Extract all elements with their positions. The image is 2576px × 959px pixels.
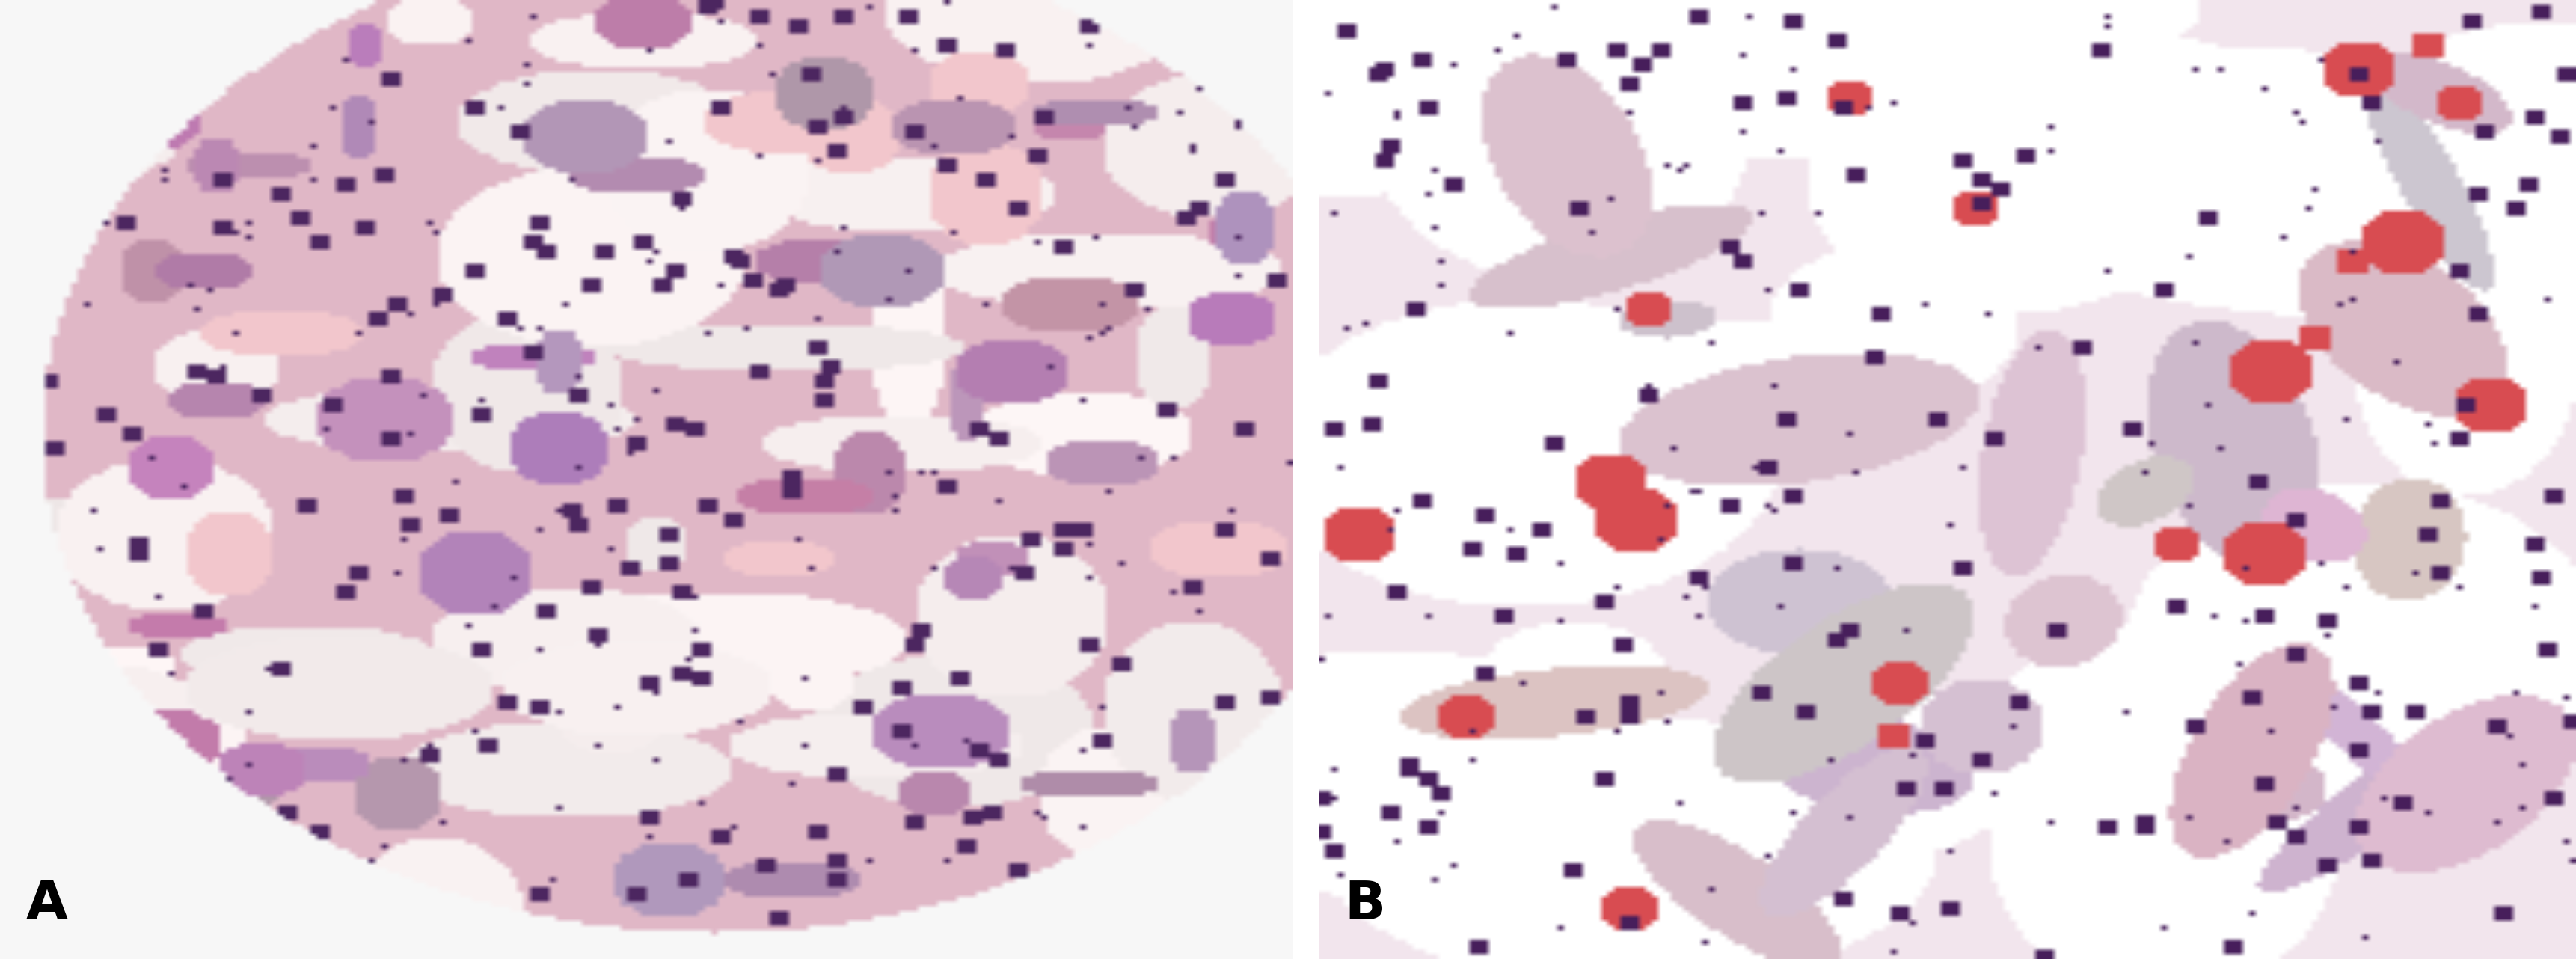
Text: A: A [26,878,67,930]
Text: B: B [1345,878,1386,930]
